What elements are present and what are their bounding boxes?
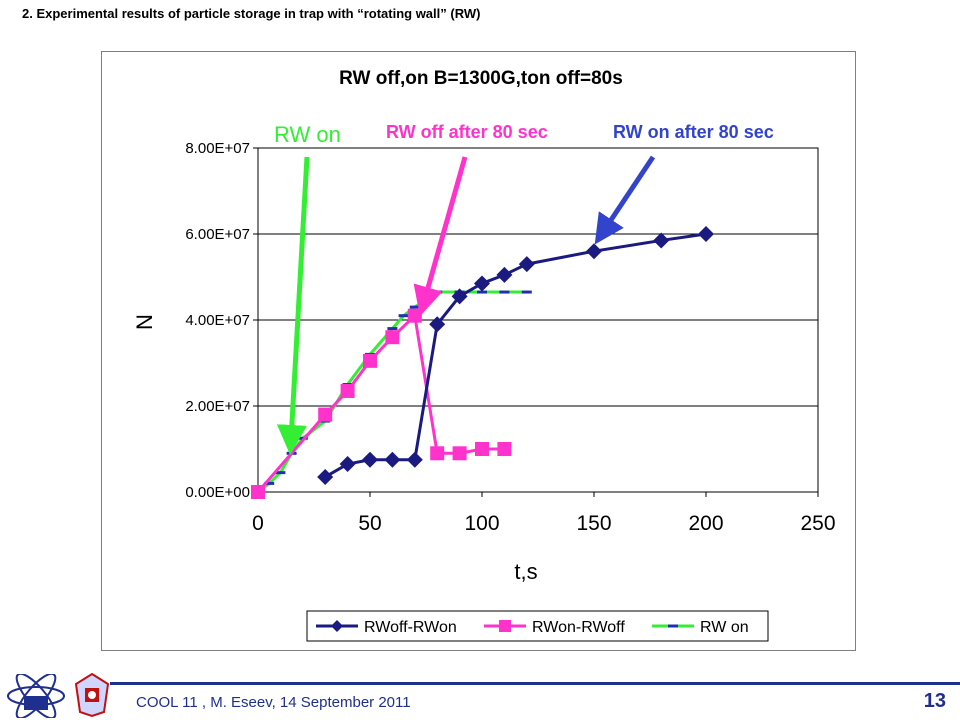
page-number: 13 (923, 690, 946, 712)
chart-title: RW off,on B=1300G,ton off=80s (339, 68, 623, 89)
chart-frame: RW off,on B=1300G,ton off=80s 0.00E+00 2.… (101, 51, 856, 651)
x-tick-label: 50 (358, 512, 381, 535)
data-point-rwoff-rwon (451, 288, 468, 305)
series-plot (251, 226, 714, 499)
data-point-rwoff-rwon (339, 456, 356, 473)
legend-label-rwon-rwoff: RWon-RWoff (532, 619, 625, 636)
annotation-rw-on: RW on (274, 122, 341, 147)
data-point-rwoff-rwon (406, 451, 423, 468)
data-point-rwoff-rwon (698, 226, 714, 242)
y-tick-label: 4.00E+07 (185, 312, 250, 329)
series-line-rw-on (257, 290, 527, 494)
y-axis-label: N (132, 314, 157, 330)
y-tick-label: 2.00E+07 (185, 398, 250, 415)
data-point-rwon-rwoff (452, 446, 467, 461)
data-point-rwon-rwoff (363, 353, 377, 368)
legend: RWoff-RWon RWon-RWoff RW on (306, 610, 769, 642)
x-tick-labels: 0 50 100 150 200 250 (252, 512, 835, 535)
data-point-rwoff-rwon (474, 275, 490, 292)
slide-title: 2. Experimental results of particle stor… (22, 6, 481, 21)
annotation-rw-on-after-80: RW on after 80 sec (613, 122, 774, 142)
series-rwoff-rwon (317, 226, 714, 485)
legend-marker-rwoff-rwon (331, 620, 343, 632)
footer-divider (110, 682, 960, 685)
x-tick-label: 250 (800, 512, 835, 535)
x-axis-label: t,s (514, 559, 537, 584)
data-point-rwon-rwoff (497, 442, 512, 456)
axes (253, 147, 819, 497)
series-line-rwoff-rwon (324, 232, 707, 479)
atom-logo-icon (7, 674, 65, 718)
y-tick-label: 6.00E+07 (185, 226, 250, 243)
data-point-rwoff-rwon (496, 266, 513, 283)
y-tick-label: 0.00E+00 (185, 484, 250, 501)
gridlines (258, 147, 818, 407)
annotation-rw-off-after-80: RW off after 80 sec (386, 122, 548, 142)
seal-logo-icon (74, 672, 110, 718)
data-point-rwoff-rwon (384, 451, 401, 468)
data-point-rwon-rwoff (385, 330, 400, 345)
y-tick-labels: 0.00E+00 2.00E+07 4.00E+07 6.00E+07 8.00E+07 (185, 140, 250, 501)
x-tick-label: 100 (464, 512, 499, 535)
x-tick-label: 150 (576, 512, 611, 535)
data-point-rwon-rwoff (475, 442, 489, 456)
data-point-rwon-rwoff (340, 383, 355, 398)
data-point-rwoff-rwon (653, 232, 670, 249)
data-point-rwoff-rwon (317, 468, 334, 485)
y-tick-label: 8.00E+07 (185, 140, 250, 157)
legend-label-rw-on: RW on (700, 619, 749, 636)
series-rwon-rwoff (251, 308, 512, 499)
legend-label-rwoff-rwon: RWoff-RWon (364, 619, 457, 636)
arrow-green (276, 156, 310, 455)
data-point-rwon-rwoff (407, 308, 422, 323)
data-point-rwon-rwoff (251, 485, 265, 499)
series-line-rwon-rwoff (256, 314, 505, 493)
footer-text: COOL 11 , M. Eseev, 14 September 2011 (136, 694, 411, 711)
arrow-blue (594, 155, 656, 245)
chart-svg: RW off,on B=1300G,ton off=80s 0.00E+00 2.… (132, 68, 836, 642)
data-point-rwoff-rwon (429, 316, 446, 333)
arrow-magenta (413, 156, 468, 317)
data-point-rwoff-rwon (586, 243, 602, 260)
legend-marker-rwon-rwoff (499, 620, 511, 632)
data-point-rwoff-rwon (518, 256, 535, 273)
data-point-rwon-rwoff (318, 407, 333, 422)
data-point-rwoff-rwon (362, 451, 378, 468)
x-tick-label: 0 (252, 512, 264, 535)
data-point-rwon-rwoff (430, 446, 445, 461)
x-tick-label: 200 (688, 512, 723, 535)
